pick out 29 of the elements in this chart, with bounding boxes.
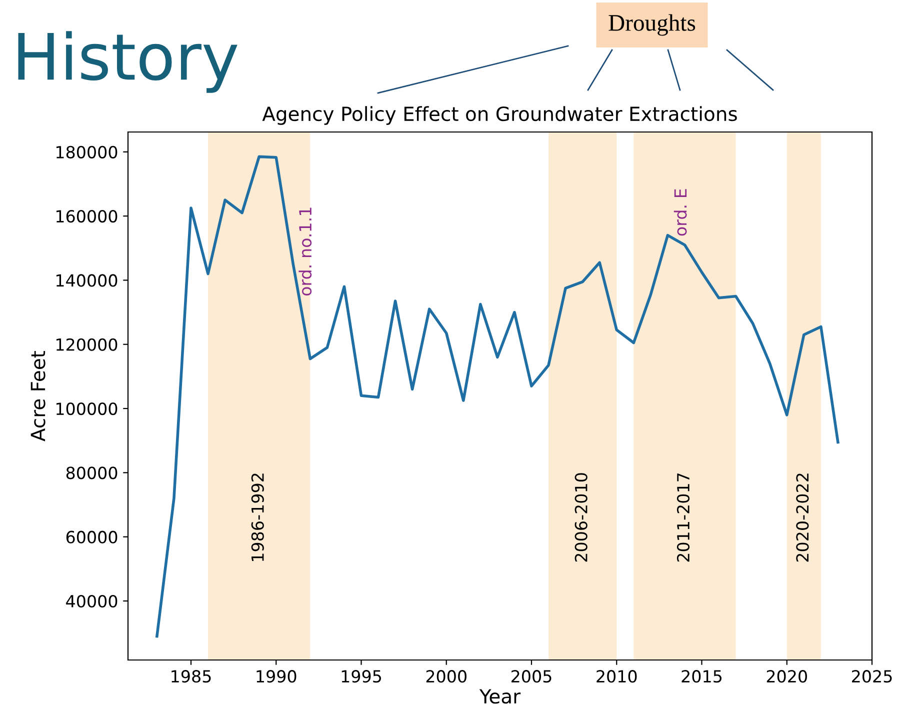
y-tick-label: 80000: [66, 466, 118, 480]
x-tick-label: 2000: [426, 670, 466, 683]
x-tick-label: 1995: [342, 670, 381, 683]
annotation: ord. E: [674, 189, 687, 236]
x-tick-label: 2010: [596, 670, 637, 683]
y-tick-label: 160000: [56, 210, 118, 223]
x-tick-label: 2015: [682, 670, 722, 683]
band-label: 2006-2010: [574, 473, 588, 562]
y-tick-label: 40000: [66, 594, 118, 608]
y-tick-label: 100000: [56, 402, 118, 416]
chart-title: Agency Policy Effect on Groundwater Extractions: [262, 106, 737, 125]
x-axis-title: Year: [479, 689, 521, 704]
y-tick-label: 60000: [66, 530, 118, 544]
x-tick-label: 2005: [512, 670, 552, 683]
y-tick-label: 180000: [56, 146, 118, 158]
text: History: [18, 31, 238, 93]
text: Droughts: [608, 14, 696, 36]
x-tick-label: 1990: [256, 670, 296, 683]
annotation: ord. no.1.1: [298, 208, 312, 296]
x-tick-label: 2020: [766, 670, 807, 683]
x-tick-label: 2025: [852, 670, 892, 683]
band-label: 1986-1992: [251, 474, 264, 562]
x-tick-label: 1985: [172, 670, 211, 683]
y-tick-label: 120000: [56, 338, 118, 351]
band-label: 2011-2017: [676, 473, 690, 562]
y-tick-label: 140000: [56, 274, 118, 287]
line-series: [156, 155, 840, 638]
y-axis-title: Acre Feet: [30, 350, 46, 442]
band-label: 2020-2022: [796, 474, 809, 562]
